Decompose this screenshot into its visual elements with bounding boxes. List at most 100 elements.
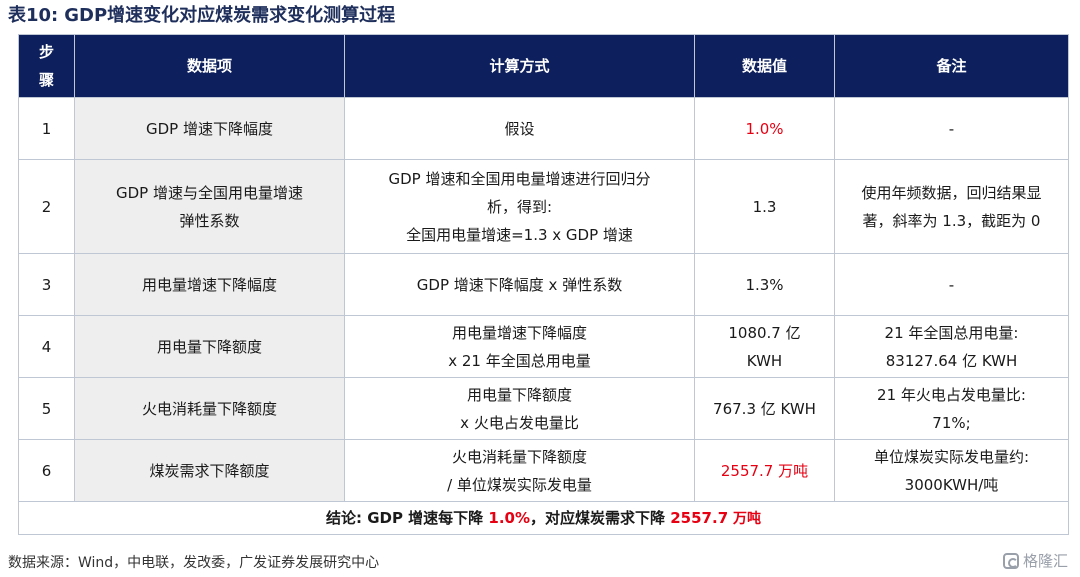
cell-item: 火电消耗量下降额度: [74, 377, 345, 440]
table-body: 1 GDP 增速下降幅度 假设 1.0% -2 GDP 增速与全国用电量增速 弹性系数 GDP…: [18, 97, 1069, 502]
header-step-line2: 骤: [38, 71, 54, 89]
cell-note-line: 83127.64 亿 KWH: [885, 351, 1018, 370]
header-step: 步 骤: [18, 34, 75, 98]
cell-method-line: x 火电占发电量比: [460, 413, 579, 432]
cell-note: 21 年全国总用电量: 83127.64 亿 KWH: [834, 315, 1069, 378]
conclusion-row: 结论: GDP 增速每下降 1.0%，对应煤炭需求下降 2557.7 万吨: [18, 501, 1069, 535]
watermark-text: 格隆汇: [1022, 552, 1068, 570]
header-note: 备注: [834, 34, 1069, 98]
data-source: 数据来源：Wind，中电联，发改委，广发证券发展研究中心: [8, 555, 380, 571]
table-row: 5 火电消耗量下降额度 用电量下降额度 x 火电占发电量比 767.3 亿 KWH 21 …: [18, 377, 1069, 440]
header-value: 数据值: [694, 34, 835, 98]
cell-item: GDP 增速下降幅度: [74, 97, 345, 160]
cell-method-line: GDP 增速下降幅度 x 弹性系数: [416, 275, 623, 294]
cell-value-line: 1.3: [752, 197, 777, 216]
cell-method-line: 假设: [504, 119, 535, 138]
cell-method-line: 用电量增速下降幅度: [451, 323, 587, 342]
cell-method-line: 用电量下降额度: [466, 385, 572, 404]
cell-note: -: [834, 253, 1069, 316]
cell-method-line: 全国用电量增速=1.3 x GDP 增速: [406, 225, 633, 244]
cell-step: 5: [18, 377, 75, 440]
cell-method-line: 析，得到:: [486, 197, 553, 216]
cell-value: 1.3: [694, 159, 835, 254]
cell-note-line: 单位煤炭实际发电量约:: [873, 447, 1030, 466]
cell-note-line: 使用年频数据，回归结果显: [861, 183, 1042, 202]
cell-note: 单位煤炭实际发电量约: 3000KWH/吨: [834, 439, 1069, 502]
cell-value-line: KWH: [746, 351, 783, 370]
cell-value: 767.3 亿 KWH: [694, 377, 835, 440]
cell-item: 用电量下降额度: [74, 315, 345, 378]
header-step-line1: 步: [38, 43, 54, 61]
cell-value: 1.3%: [694, 253, 835, 316]
table-row: 6 煤炭需求下降额度 火电消耗量下降额度 / 单位煤炭实际发电量 2557.7 万吨 单位…: [18, 439, 1069, 502]
table-title: 表10: GDP增速变化对应煤炭需求变化测算过程: [8, 2, 395, 30]
table-number: 表10:: [8, 5, 59, 26]
table-title-text: GDP增速变化对应煤炭需求变化测算过程: [64, 5, 396, 26]
cell-value-line: 2557.7 万吨: [720, 461, 809, 480]
watermark-logo-icon: [1002, 553, 1019, 569]
conclusion-gdp-value: 1.0%: [488, 508, 531, 527]
cell-item-line: 火电消耗量下降额度: [141, 399, 277, 418]
watermark: 格隆汇: [1002, 550, 1068, 572]
cell-value-line: 767.3 亿 KWH: [713, 399, 816, 418]
cell-note-line: 3000KWH/吨: [904, 475, 999, 494]
cell-value-line: 1.0%: [745, 119, 784, 138]
cell-method-line: x 21 年全国总用电量: [448, 351, 591, 370]
header-method: 计算方式: [344, 34, 695, 98]
table-row: 1 GDP 增速下降幅度 假设 1.0% -: [18, 97, 1069, 160]
cell-step-line: 5: [41, 399, 52, 418]
cell-note-line: 21 年全国总用电量:: [884, 323, 1019, 342]
cell-item: GDP 增速与全国用电量增速 弹性系数: [74, 159, 345, 254]
cell-item-line: 煤炭需求下降额度: [149, 461, 270, 480]
cell-method: GDP 增速和全国用电量增速进行回归分 析，得到: 全国用电量增速=1.3 x GD…: [344, 159, 695, 254]
table-row: 2 GDP 增速与全国用电量增速 弹性系数 GDP 增速和全国用电量增速进行回归分 析，…: [18, 159, 1069, 254]
cell-item-line: 用电量增速下降幅度: [141, 275, 277, 294]
cell-step-line: 3: [41, 275, 52, 294]
cell-step-line: 2: [41, 197, 52, 216]
cell-item-line: 用电量下降额度: [156, 337, 262, 356]
cell-step: 2: [18, 159, 75, 254]
conclusion-unit: 万吨: [728, 510, 762, 527]
cell-method-line: / 单位煤炭实际发电量: [447, 475, 592, 494]
cell-step: 4: [18, 315, 75, 378]
cell-note-line: -: [948, 275, 955, 294]
cell-note-line: 21 年火电占发电量比:: [877, 385, 1026, 404]
cell-method-line: 火电消耗量下降额度: [451, 447, 587, 466]
cell-value: 1080.7 亿 KWH: [694, 315, 835, 378]
cell-item-line: 弹性系数: [179, 211, 240, 230]
cell-note: 21 年火电占发电量比: 71%;: [834, 377, 1069, 440]
cell-note: 使用年频数据，回归结果显 著，斜率为 1.3，截距为 0: [834, 159, 1069, 254]
cell-step: 1: [18, 97, 75, 160]
cell-value-line: 1080.7 亿: [728, 323, 801, 342]
cell-method: 假设: [344, 97, 695, 160]
conclusion-prefix: 结论: GDP 增速每下降: [325, 508, 489, 527]
cell-item-line: GDP 增速与全国用电量增速: [116, 183, 303, 202]
cell-step-line: 4: [41, 337, 52, 356]
cell-method: 用电量下降额度 x 火电占发电量比: [344, 377, 695, 440]
cell-step-line: 6: [41, 461, 52, 480]
cell-step: 3: [18, 253, 75, 316]
cell-method-line: GDP 增速和全国用电量增速进行回归分: [388, 169, 651, 188]
header-item: 数据项: [74, 34, 345, 98]
header-row: 步 骤 数据项 计算方式 数据值 备注: [18, 34, 1069, 98]
cell-method: GDP 增速下降幅度 x 弹性系数: [344, 253, 695, 316]
cell-method: 用电量增速下降幅度 x 21 年全国总用电量: [344, 315, 695, 378]
cell-item-line: GDP 增速下降幅度: [146, 119, 273, 138]
cell-item: 煤炭需求下降额度: [74, 439, 345, 502]
cell-note-line: 71%;: [932, 413, 971, 432]
cell-item: 用电量增速下降幅度: [74, 253, 345, 316]
table-row: 4 用电量下降额度 用电量增速下降幅度 x 21 年全国总用电量 1080.7 亿 KWH…: [18, 315, 1069, 378]
conclusion-coal-value: 2557.7: [670, 508, 729, 527]
conclusion-cell: 结论: GDP 增速每下降 1.0%，对应煤炭需求下降 2557.7 万吨: [18, 501, 1069, 535]
cell-note: -: [834, 97, 1069, 160]
cell-step-line: 1: [41, 119, 52, 138]
table-row: 3 用电量增速下降幅度 GDP 增速下降幅度 x 弹性系数 1.3% -: [18, 253, 1069, 316]
conclusion-middle: ，对应煤炭需求下降: [530, 508, 671, 527]
cell-value: 1.0%: [694, 97, 835, 160]
cell-note-line: -: [948, 119, 955, 138]
calculation-table: 步 骤 数据项 计算方式 数据值 备注 1 GDP 增速下降幅度 假设 1.0% - 2 G…: [18, 34, 1069, 535]
cell-value: 2557.7 万吨: [694, 439, 835, 502]
cell-method: 火电消耗量下降额度 / 单位煤炭实际发电量: [344, 439, 695, 502]
cell-step: 6: [18, 439, 75, 502]
cell-note-line: 著，斜率为 1.3，截距为 0: [862, 211, 1041, 230]
